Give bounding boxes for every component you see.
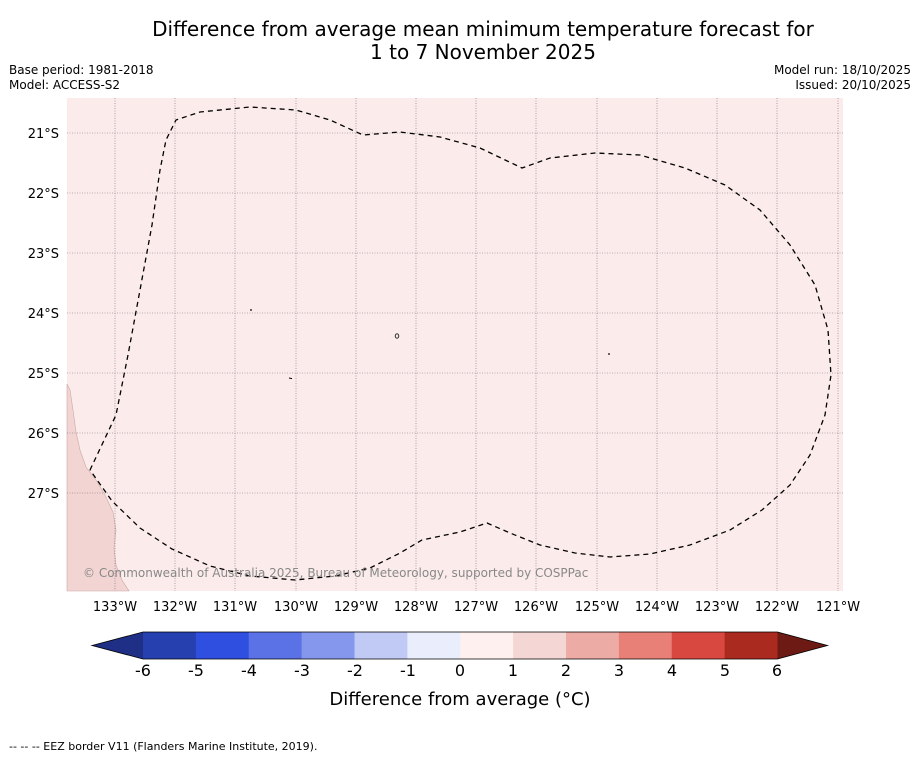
colorbar-tick: -4	[241, 661, 257, 680]
colorbar-segment	[618, 632, 673, 659]
lat-label: 22°S	[28, 187, 59, 202]
colorbar-segment	[566, 632, 620, 659]
meta-left: Base period: 1981-2018 Model: ACCESS-S2	[9, 63, 154, 93]
title-line-2: 1 to 7 November 2025	[370, 40, 596, 64]
lon-label: 122°W	[755, 600, 799, 615]
colorbar-tick: 5	[720, 661, 730, 680]
colorbar-segment	[513, 632, 567, 659]
island-marker	[394, 333, 400, 339]
colorbar-segment	[724, 632, 778, 659]
colorbar-segment	[671, 632, 726, 659]
eez-legend: -- -- -- EEZ border V11 (Flanders Marine…	[9, 740, 318, 753]
colorbar-tick: -2	[347, 661, 363, 680]
lon-label: 127°W	[454, 600, 498, 615]
lat-label: 21°S	[28, 127, 59, 142]
colorbar-segment	[301, 632, 355, 659]
colorbar-tick: -5	[188, 661, 204, 680]
land-area	[66, 383, 130, 592]
colorbar-outline	[90, 631, 830, 660]
colorbar-tick: -3	[294, 661, 310, 680]
lon-label: 121°W	[816, 600, 860, 615]
lon-label: 129°W	[334, 600, 378, 615]
colorbar-tick: 4	[667, 661, 677, 680]
colorbar-segment	[460, 632, 514, 659]
colorbar-segment	[195, 632, 250, 659]
colorbar-tick: 0	[455, 661, 465, 680]
lon-label: 128°W	[394, 600, 438, 615]
colorbar-segment	[143, 632, 197, 659]
model-name: Model: ACCESS-S2	[9, 78, 121, 92]
colorbar-segment	[354, 632, 408, 659]
lat-label: 26°S	[28, 427, 59, 442]
lon-label: 123°W	[695, 600, 739, 615]
colorbar-tick: 1	[508, 661, 518, 680]
colorbar-tick: -1	[400, 661, 416, 680]
island-marker	[250, 309, 252, 311]
lat-label: 25°S	[28, 367, 59, 382]
colorbar-tick: 2	[561, 661, 571, 680]
island-marker	[608, 353, 610, 355]
eez-border	[89, 106, 832, 581]
colorbar-extend-low	[92, 632, 143, 659]
model-run: Model run: 18/10/2025	[773, 63, 911, 77]
lon-label: 131°W	[213, 600, 257, 615]
lon-label: 124°W	[635, 600, 679, 615]
lat-label: 23°S	[28, 247, 59, 262]
graticule	[67, 98, 843, 591]
lon-label: 130°W	[274, 600, 318, 615]
lat-label: 24°S	[28, 307, 59, 322]
colorbar-segment	[407, 632, 461, 659]
base-period: Base period: 1981-2018	[9, 63, 154, 77]
ocean-area	[67, 98, 843, 591]
colorbar-tick: 6	[772, 661, 782, 680]
island-marker	[288, 377, 293, 380]
colorbar-label: Difference from average (°C)	[329, 689, 590, 710]
lon-label: 133°W	[93, 600, 137, 615]
colorbar	[90, 631, 830, 660]
colorbar-segment	[248, 632, 303, 659]
copyright-text: © Commonwealth of Australia 2025, Bureau…	[83, 566, 588, 580]
issued-date: Issued: 20/10/2025	[795, 78, 911, 92]
colorbar-tick: 3	[614, 661, 624, 680]
map-title: Difference from average mean minimum tem…	[0, 18, 919, 64]
lon-label: 132°W	[153, 600, 197, 615]
title-line-1: Difference from average mean minimum tem…	[152, 17, 814, 41]
lon-label: 126°W	[514, 600, 558, 615]
colorbar-extend-high	[777, 632, 828, 659]
lon-label: 125°W	[575, 600, 619, 615]
lat-label: 27°S	[28, 487, 59, 502]
colorbar-tick: -6	[135, 661, 151, 680]
meta-right: Model run: 18/10/2025 Issued: 20/10/2025	[774, 63, 911, 93]
